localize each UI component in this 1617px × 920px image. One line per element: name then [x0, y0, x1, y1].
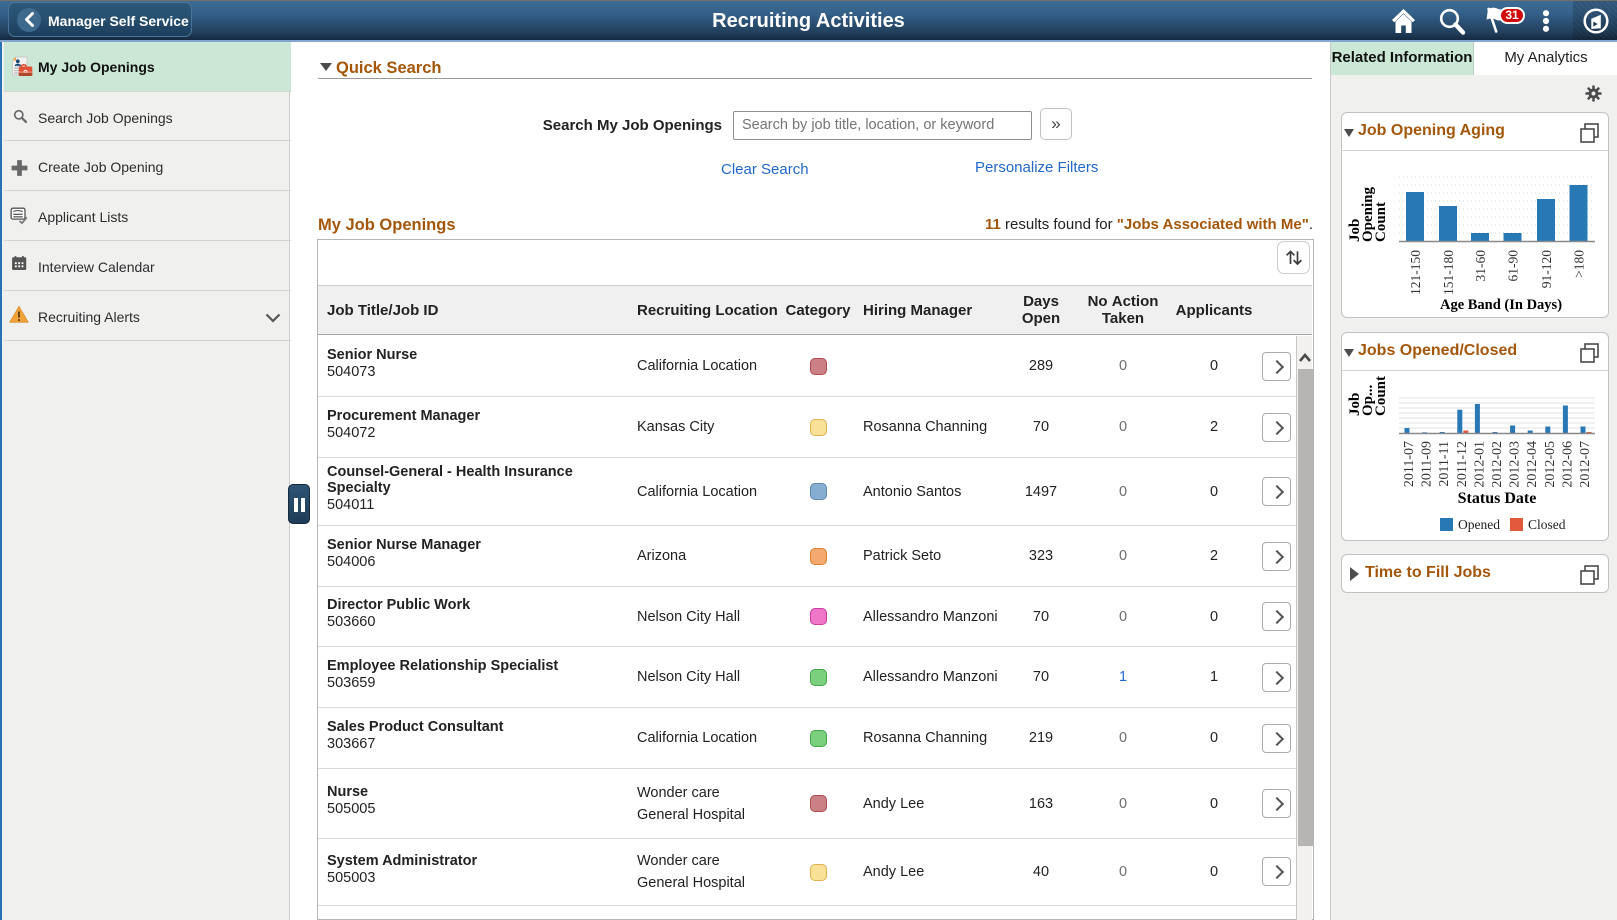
svg-text:Opened: Opened	[1458, 517, 1500, 532]
svg-text:Op...: Op...	[1360, 384, 1376, 416]
svg-text:2012-04: 2012-04	[1525, 441, 1540, 488]
svg-text:91-120: 91-120	[1539, 250, 1554, 288]
svg-text:Job: Job	[1347, 219, 1363, 242]
svg-text:Opening: Opening	[1360, 186, 1376, 242]
svg-text:151-180: 151-180	[1441, 250, 1456, 295]
svg-text:Status Date: Status Date	[1458, 490, 1537, 507]
svg-text:Closed: Closed	[1528, 517, 1566, 532]
svg-text:2011-12: 2011-12	[1455, 441, 1470, 487]
svg-text:Count: Count	[1373, 202, 1389, 242]
svg-text:>180: >180	[1572, 250, 1587, 278]
svg-text:2011-09: 2011-09	[1420, 441, 1435, 487]
svg-text:Age Band (In Days): Age Band (In Days)	[1440, 297, 1562, 313]
svg-text:2011-07: 2011-07	[1402, 441, 1417, 487]
svg-text:2012-05: 2012-05	[1543, 441, 1558, 488]
svg-text:Count: Count	[1373, 376, 1389, 416]
svg-text:61-90: 61-90	[1506, 250, 1521, 282]
svg-text:121-150: 121-150	[1408, 250, 1423, 295]
svg-text:2012-01: 2012-01	[1472, 441, 1487, 488]
svg-text:31-60: 31-60	[1473, 250, 1488, 282]
svg-text:2011-11: 2011-11	[1437, 441, 1452, 487]
svg-text:2012-02: 2012-02	[1490, 441, 1505, 488]
svg-text:2012-06: 2012-06	[1560, 441, 1575, 488]
svg-text:2012-07: 2012-07	[1578, 441, 1593, 488]
svg-text:2012-03: 2012-03	[1508, 441, 1523, 488]
svg-text:Job: Job	[1347, 393, 1363, 416]
